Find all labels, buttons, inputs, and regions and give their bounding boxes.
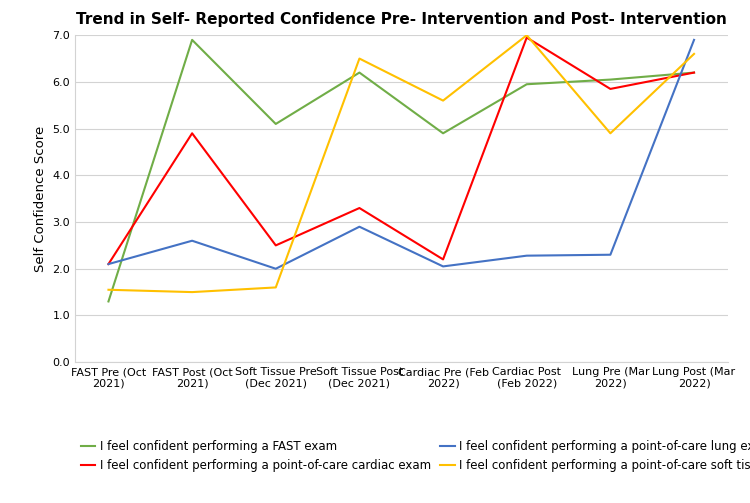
I feel confident performing a point-of-care lung exam (522, 253, 531, 259)
I feel confident performing a point-of-care cardiac exam (355, 205, 364, 211)
Y-axis label: Self Confidence Score: Self Confidence Score (34, 126, 46, 272)
I feel confident performing a point-of-care cardiac exam (689, 69, 698, 75)
Line: I feel confident performing a FAST exam: I feel confident performing a FAST exam (109, 40, 694, 301)
Line: I feel confident performing a point-of-care cardiac exam: I feel confident performing a point-of-c… (109, 38, 694, 264)
I feel confident performing a FAST exam (439, 130, 448, 136)
I feel confident performing a point-of-care soft tissue exam (606, 130, 615, 136)
I feel confident performing a point-of-care lung exam (188, 238, 196, 244)
I feel confident performing a point-of-care lung exam (439, 264, 448, 270)
I feel confident performing a FAST exam (188, 37, 196, 43)
I feel confident performing a FAST exam (522, 81, 531, 88)
I feel confident performing a point-of-care soft tissue exam (355, 55, 364, 61)
Line: I feel confident performing a point-of-care lung exam: I feel confident performing a point-of-c… (109, 40, 694, 269)
Legend: I feel confident performing a FAST exam, I feel confident performing a point-of-: I feel confident performing a FAST exam,… (81, 440, 750, 472)
I feel confident performing a FAST exam (355, 69, 364, 75)
I feel confident performing a point-of-care soft tissue exam (104, 287, 113, 293)
I feel confident performing a point-of-care cardiac exam (606, 86, 615, 92)
I feel confident performing a point-of-care soft tissue exam (188, 289, 196, 295)
I feel confident performing a point-of-care soft tissue exam (272, 284, 280, 290)
I feel confident performing a point-of-care lung exam (355, 224, 364, 230)
I feel confident performing a point-of-care soft tissue exam (689, 51, 698, 57)
I feel confident performing a point-of-care soft tissue exam (439, 98, 448, 104)
I feel confident performing a point-of-care cardiac exam (188, 130, 196, 136)
I feel confident performing a point-of-care cardiac exam (272, 242, 280, 248)
I feel confident performing a point-of-care lung exam (689, 37, 698, 43)
I feel confident performing a FAST exam (104, 298, 113, 304)
I feel confident performing a FAST exam (606, 76, 615, 82)
I feel confident performing a point-of-care lung exam (104, 261, 113, 267)
Line: I feel confident performing a point-of-care soft tissue exam: I feel confident performing a point-of-c… (109, 35, 694, 292)
I feel confident performing a point-of-care cardiac exam (439, 257, 448, 263)
I feel confident performing a point-of-care cardiac exam (522, 35, 531, 41)
I feel confident performing a FAST exam (272, 121, 280, 127)
Title: Trend in Self- Reported Confidence Pre- Intervention and Post- Intervention: Trend in Self- Reported Confidence Pre- … (76, 12, 727, 27)
I feel confident performing a FAST exam (689, 69, 698, 75)
I feel confident performing a point-of-care cardiac exam (104, 261, 113, 267)
I feel confident performing a point-of-care soft tissue exam (522, 32, 531, 38)
I feel confident performing a point-of-care lung exam (272, 266, 280, 272)
I feel confident performing a point-of-care lung exam (606, 252, 615, 258)
